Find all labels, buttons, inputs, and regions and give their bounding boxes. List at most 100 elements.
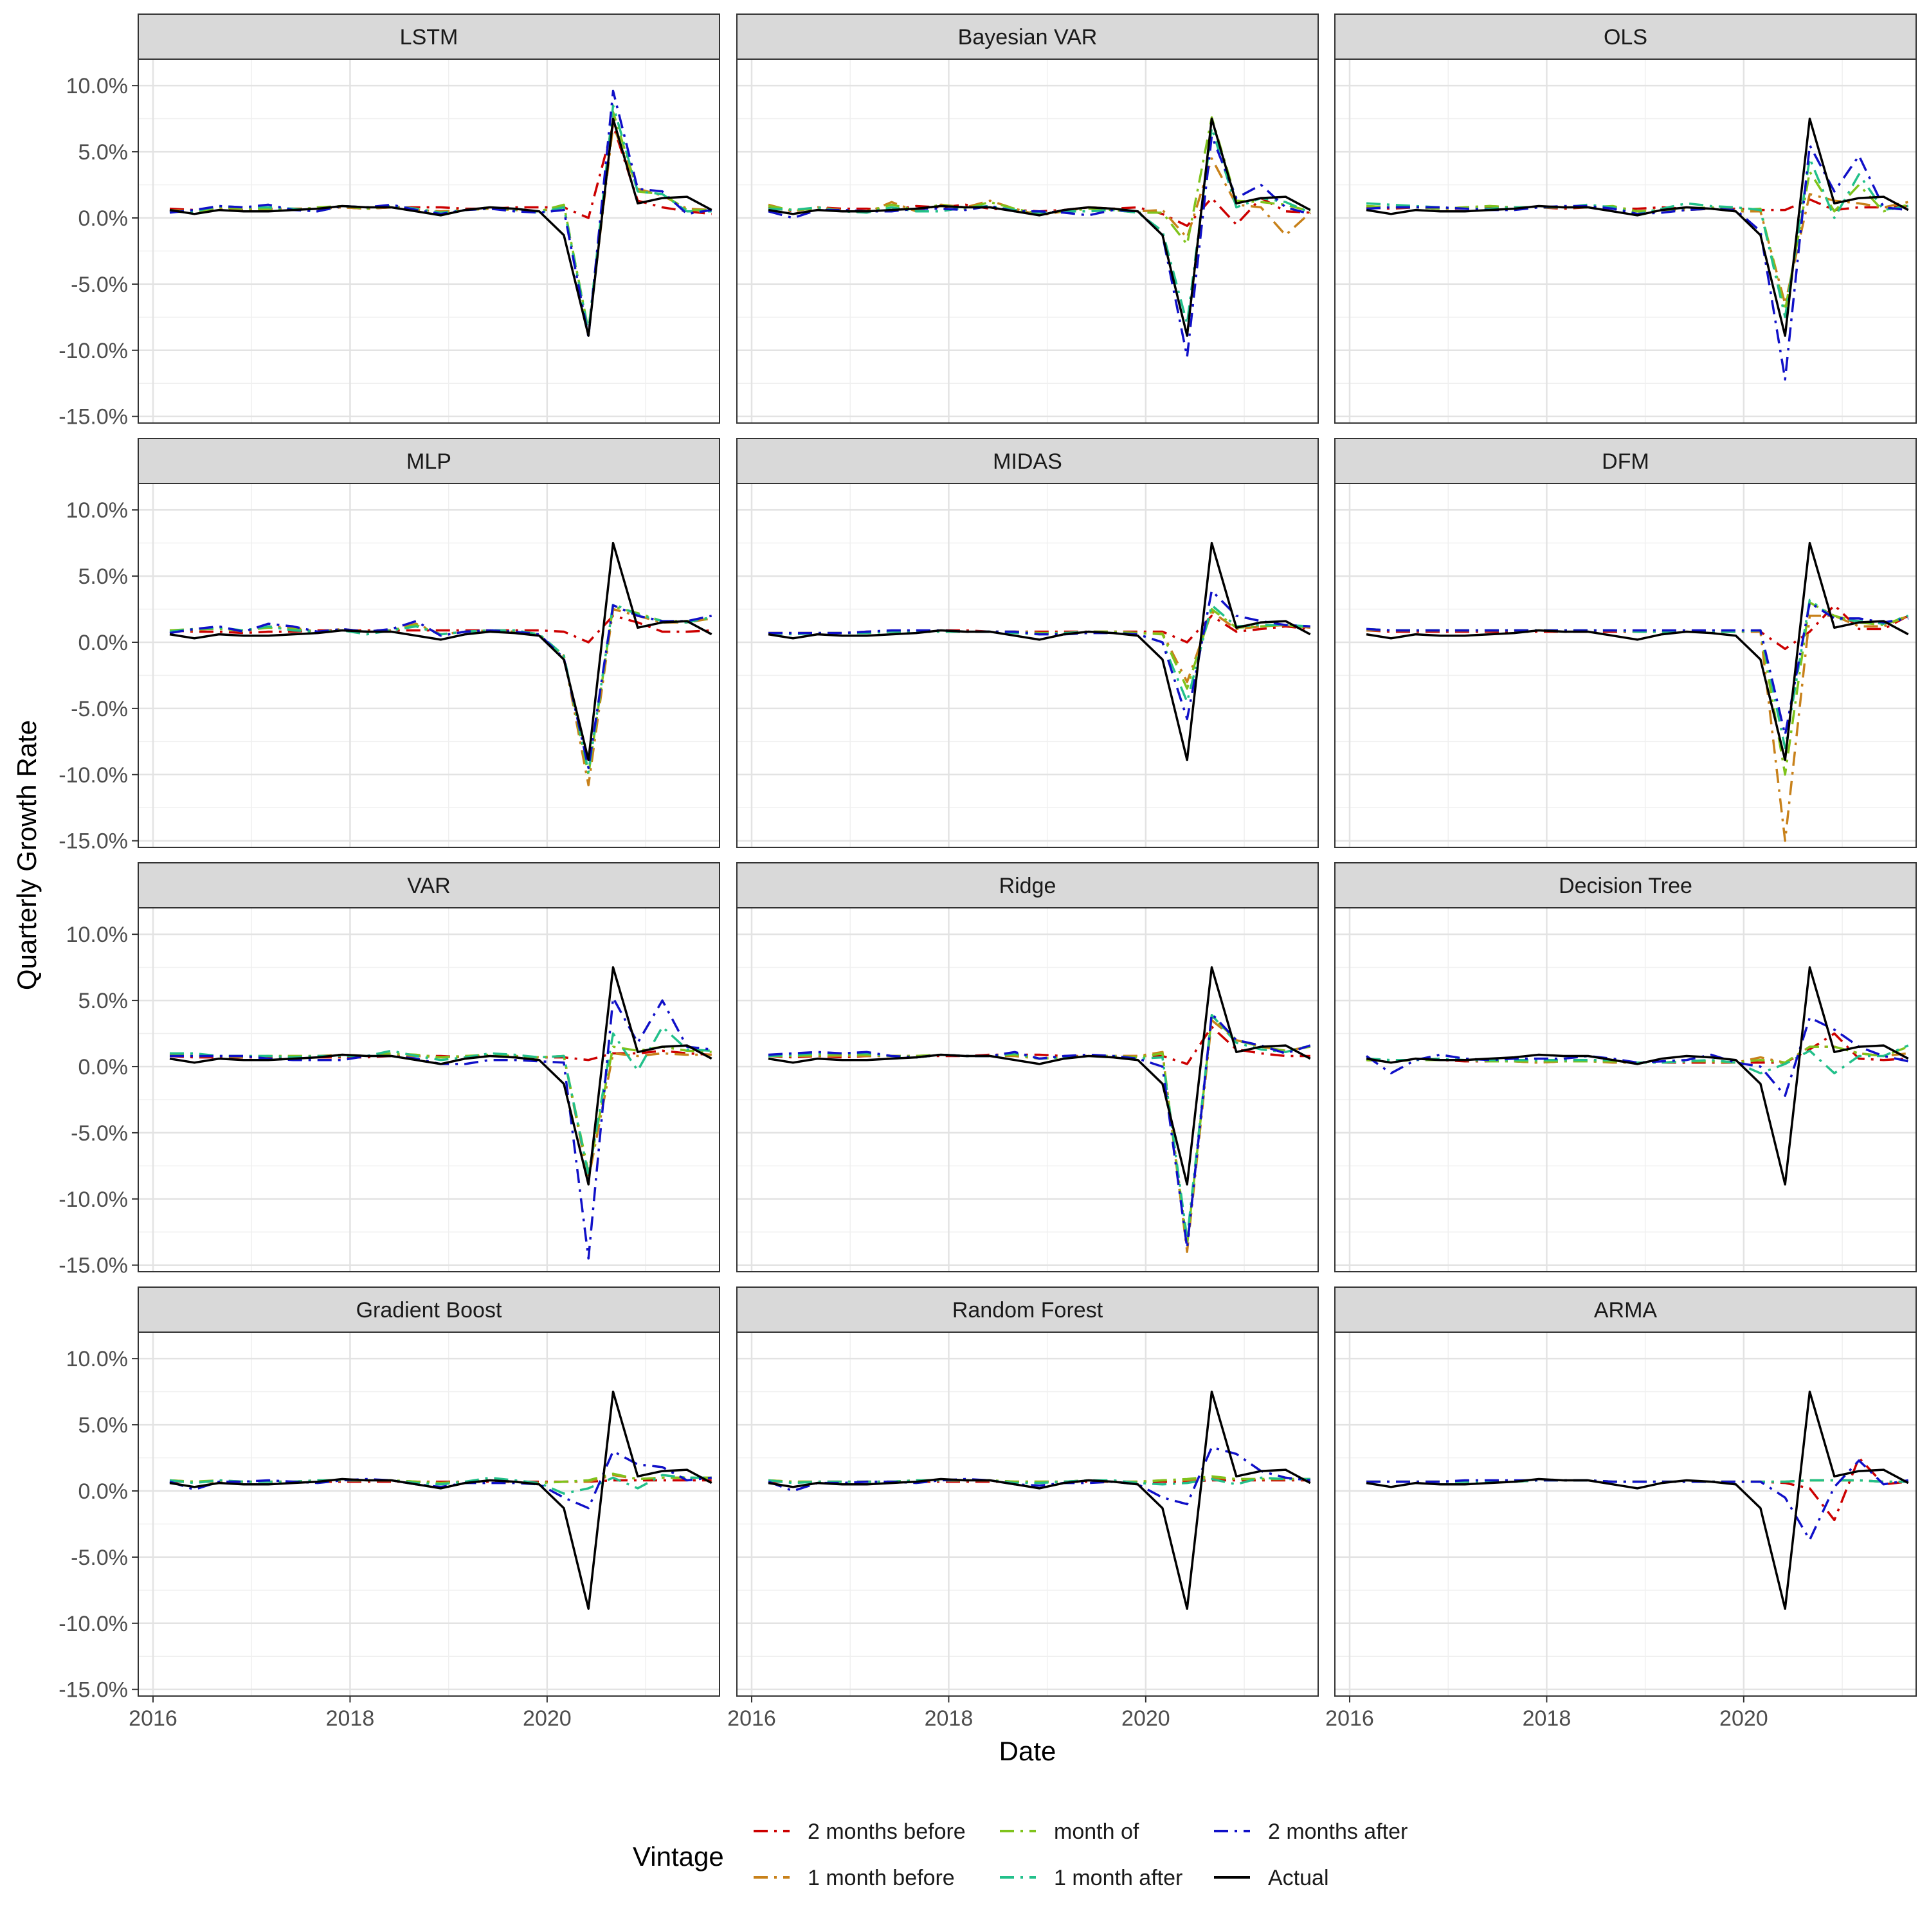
facet-panel-2: Bayesian VAR [736,14,1319,424]
facet-strip [138,438,720,484]
series-line-2-months-after [1366,144,1908,381]
facet-title: Gradient Boost [356,1298,502,1323]
legend: Vintage 2 months before month of 2 months a… [633,1819,1408,1890]
series-line-2-months-after [169,604,712,770]
y-tick-label: 0.0% [78,1479,129,1504]
y-tick-label: 0.0% [78,206,129,231]
facet-panel-11: Random Forest 2016 2018 2020 [727,1286,1319,1731]
x-tick-label: 2016 [129,1706,177,1731]
plot-background [1335,483,1916,847]
y-tick-label: -10.0% [59,1612,128,1636]
plot-background [1335,1332,1916,1696]
series-line-2-months-after [1365,1016,1909,1097]
panel-border [1334,59,1917,424]
series-line-actual [1366,117,1909,337]
legend-title: Vintage [633,1841,724,1872]
y-tick-label: 5.0% [78,564,129,589]
facet-panel-7: VAR 10.0% 5.0% 0.0% -5.0% -10.0% -15.0% [59,862,720,1278]
legend-label: 2 months before [808,1819,966,1844]
y-tick-label: 0.0% [78,631,129,655]
y-tick-label: 5.0% [78,989,129,1013]
series-line-2-months-before [169,615,712,644]
series-line-actual [1366,541,1909,761]
facet-panel-3: OLS [1334,14,1917,424]
series-line-actual [169,1390,712,1610]
y-tick-label: 10.0% [66,74,128,98]
x-tick-label: 2016 [727,1706,776,1731]
x-tick-label: 2020 [523,1706,572,1731]
series-line-2-months-after [169,1450,712,1510]
panel-border [138,59,720,424]
panel-border [1334,907,1917,1272]
series-line-2-months-after [1366,1459,1908,1541]
x-axis-title: Date [999,1736,1056,1766]
y-tick-label: -10.0% [59,1187,128,1212]
facet-title: DFM [1602,449,1649,474]
plot-background [737,1332,1318,1696]
facet-strip [138,14,720,60]
legend-label: 1 month after [1054,1866,1182,1890]
panel-border [1334,1332,1917,1697]
y-tick-label: -5.0% [71,1546,128,1570]
facet-panel-10: Gradient Boost 10.0% 5.0% 0.0% -5.0% -10.0% -1… [59,1286,720,1731]
series-line-2-months-after [768,1446,1310,1506]
plot-background [1335,59,1916,423]
facet-strip [138,862,720,908]
facet-panel-5: MIDAS [736,438,1319,848]
y-tick-label: 0.0% [78,1055,129,1079]
plot-background [138,483,720,847]
series-line-actual [768,117,1311,337]
panel-border [736,907,1319,1272]
plot-background [138,1332,720,1696]
facet-title: Bayesian VAR [958,25,1098,50]
facet-title: MLP [406,449,451,474]
panel-border [736,483,1319,848]
series-line-1-month-after [170,1025,712,1177]
legend-label: 1 month before [808,1866,955,1890]
series-line-actual [169,966,712,1186]
series-line-actual [169,541,712,761]
series-line-2-months-after [768,1012,1311,1249]
y-axis-title: Quarterly Growth Rate [12,720,42,990]
y-tick-label: 5.0% [78,1413,129,1438]
y-tick-label: -5.0% [71,1121,128,1146]
facet-panel-12: ARMA 2016 2018 2020 [1325,1286,1917,1731]
x-tick-label: 2020 [1719,1706,1768,1731]
y-tick-label: -15.0% [59,405,128,429]
panel-border [1334,483,1917,848]
facet-strip [736,14,1319,60]
y-tick-label: 5.0% [78,140,129,165]
x-tick-label: 2018 [326,1706,375,1731]
facet-title: VAR [407,874,450,898]
y-tick-label: -15.0% [59,1254,128,1278]
series-line-2-months-after [169,89,712,338]
facet-strip [1334,438,1917,484]
panel-border [138,483,720,848]
facet-strip [1334,14,1917,60]
plot-background [138,59,720,423]
facet-panel-6: DFM [1334,438,1917,848]
facet-panel-9: Decision Tree [1334,862,1917,1272]
series-line-actual [1366,1390,1909,1610]
x-tick-label: 2018 [1523,1706,1571,1731]
y-tick-label: -5.0% [71,697,128,721]
facet-strip [138,1286,720,1333]
series-line-1-month-after [170,104,712,333]
plot-background [1335,908,1916,1272]
plot-background [737,483,1318,847]
legend-label: Actual [1268,1866,1329,1890]
series-line-actual [768,541,1311,761]
y-tick-label: -15.0% [59,1678,128,1702]
legend-label: 2 months after [1268,1819,1408,1844]
y-tick-label: -10.0% [59,339,128,363]
facet-panel-1: LSTM 10.0% 5.0% 0.0% -5.0% -10.0% -15.0% [59,14,720,429]
series-line-2-months-after [1366,601,1908,736]
series-line-1-month-before [169,124,712,333]
panel-border [138,907,720,1272]
x-tick-label: 2016 [1325,1706,1374,1731]
panel-border [736,1332,1319,1697]
x-tick-label: 2020 [1121,1706,1170,1731]
y-tick-label: 10.0% [66,498,128,523]
